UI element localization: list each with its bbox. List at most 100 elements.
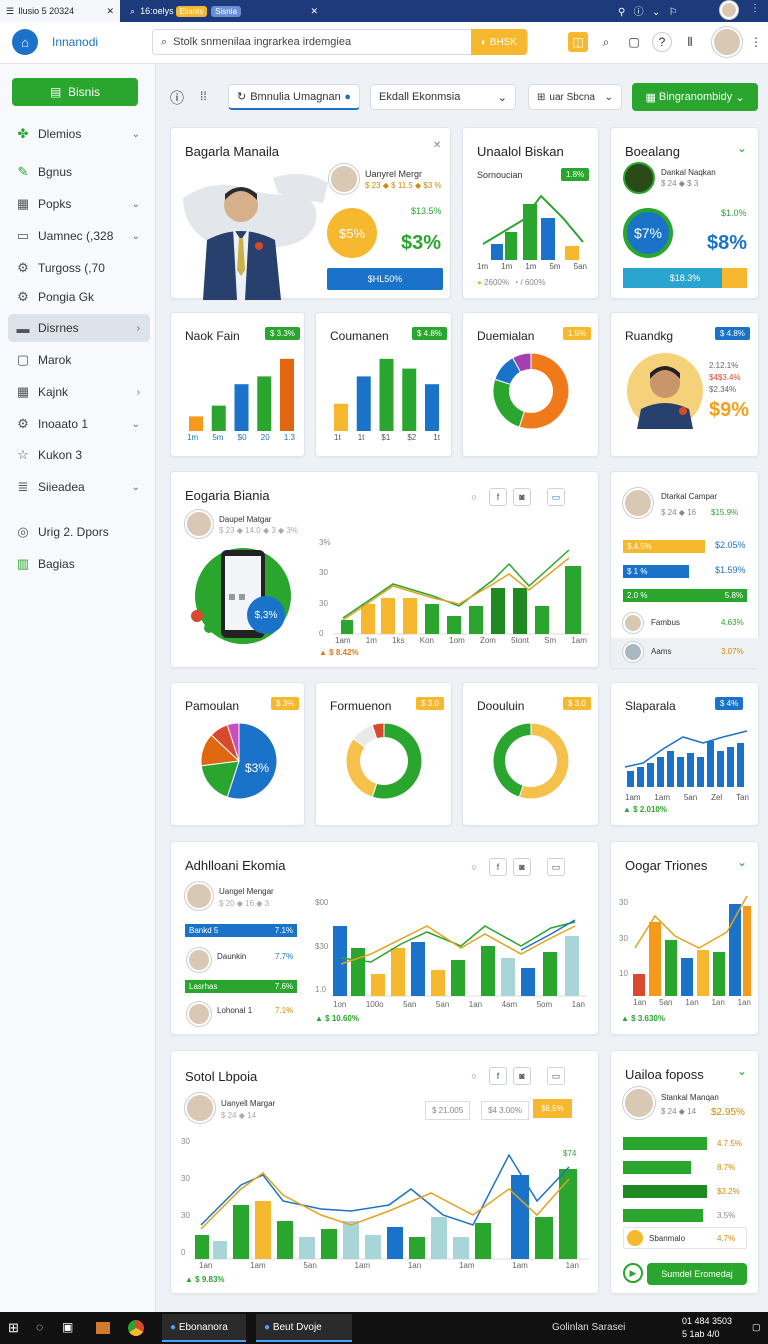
info-icon[interactable]: ⓘ: [633, 7, 644, 18]
camera-icon[interactable]: ◙: [513, 488, 531, 506]
bell-icon[interactable]: ⚐: [668, 7, 678, 18]
sidebar-item[interactable]: ▦ Popks ⌄: [8, 190, 150, 218]
search-icon[interactable]: ⌕: [602, 34, 610, 49]
folder-icon[interactable]: [96, 1322, 110, 1334]
camera-icon[interactable]: ◙: [513, 858, 531, 876]
browser-tab-active[interactable]: ⌕ 16:oelys Elisnts Sisnia ✕: [124, 0, 324, 22]
refresh-icon[interactable]: ○: [471, 1071, 477, 1081]
copy-icon[interactable]: ▭: [547, 858, 565, 876]
sidebar-item[interactable]: ☆ Kukon 3: [8, 441, 150, 469]
chevron-down-icon[interactable]: ⌄: [737, 855, 748, 869]
chevron-down-icon[interactable]: ⌄: [652, 7, 661, 18]
windows-start-icon[interactable]: ⊞: [8, 1320, 19, 1335]
submit-button[interactable]: Sumdel Eromedaj: [647, 1263, 747, 1285]
chevron-right-icon[interactable]: ›: [136, 322, 140, 334]
user-avatar[interactable]: [712, 27, 742, 57]
stat-chip[interactable]: $ 21.005: [425, 1101, 471, 1120]
sidebar-item[interactable]: ≣ Siieadea ⌄: [8, 473, 150, 501]
x-tick: 1an: [565, 1261, 579, 1270]
filter-button[interactable]: ⊞ uar Sbcna ⌄: [528, 84, 622, 110]
sidebar-item[interactable]: ▥ Bagias: [8, 550, 150, 578]
more-icon[interactable]: ⋮: [750, 35, 762, 49]
refresh-icon[interactable]: ○: [471, 492, 477, 502]
chevron-down-icon[interactable]: ⌄: [131, 128, 140, 140]
stat-chip[interactable]: $4 3.00%: [481, 1101, 529, 1120]
facebook-icon[interactable]: f: [489, 1067, 507, 1085]
sidebar-item-label: Pongia Gk: [38, 290, 95, 304]
card-title: Coumanen: [330, 329, 389, 343]
sidebar-item[interactable]: ✎ Bgnus: [8, 158, 150, 186]
chart-bar: [491, 244, 503, 260]
tab-chip[interactable]: Sisnia: [211, 5, 241, 17]
bar-value: $3.2%: [717, 1187, 740, 1196]
help-icon[interactable]: ?: [652, 32, 672, 52]
facebook-icon[interactable]: f: [489, 858, 507, 876]
action-button[interactable]: ▦ Bingranombidy ⌄: [632, 83, 758, 111]
chevron-down-icon[interactable]: ⌄: [131, 418, 140, 430]
sidebar-item[interactable]: ◎ Urig 2. Dpors: [8, 518, 150, 546]
chart-bar: [431, 970, 445, 996]
facebook-icon[interactable]: f: [489, 488, 507, 506]
sidebar-item[interactable]: ⚙ Turgoss (,70: [8, 254, 150, 282]
drag-handle-icon[interactable]: ⁞⁞: [200, 89, 207, 103]
category-select[interactable]: Ekdall Ekonmsia ⌄: [370, 84, 516, 110]
notification-icon[interactable]: ▢: [752, 1322, 761, 1332]
browser-tab[interactable]: ☰ Ilusio 5 20324 ✕: [0, 0, 120, 22]
chart-bar: [277, 1221, 293, 1259]
sidebar-item[interactable]: ✤ Dlemios ⌄: [8, 120, 150, 148]
taskbar-app[interactable]: ● Beut Dvoje: [256, 1314, 352, 1342]
home-icon[interactable]: ⌂: [12, 29, 38, 55]
list-row[interactable]: [623, 1227, 747, 1249]
card-title: Adhlloani Ekomia: [185, 858, 286, 873]
close-icon[interactable]: ✕: [310, 5, 318, 16]
chart-bar: [687, 753, 694, 787]
avatar[interactable]: [720, 1, 738, 19]
chevron-down-icon[interactable]: ⌄: [131, 481, 140, 493]
info-icon[interactable]: ⓘ: [170, 90, 184, 106]
chevron-down-icon[interactable]: ⌄: [737, 141, 748, 155]
sidebar-item[interactable]: ▢ Marok: [8, 346, 150, 374]
chart-bar: [211, 405, 226, 431]
camera-icon[interactable]: ◙: [513, 1067, 531, 1085]
notification-icon[interactable]: ◫: [568, 32, 588, 52]
tab-filter[interactable]: ↻ Bmnulia Umagnan ●: [228, 84, 360, 110]
chevron-right-icon[interactable]: ›: [136, 386, 140, 398]
play-icon[interactable]: ▶: [623, 1263, 643, 1283]
tab-chip[interactable]: Elisnts: [175, 5, 208, 17]
sidebar-item-label: Urig 2. Dpors: [38, 525, 109, 539]
businessman-illustration: [203, 187, 281, 300]
stat-big: $9%: [709, 399, 750, 421]
stat-chip-highlight[interactable]: $6.5%: [533, 1099, 572, 1118]
refresh-icon[interactable]: ○: [471, 862, 477, 872]
new-business-button[interactable]: ▤ Bisnis: [12, 78, 138, 106]
chevron-down-icon[interactable]: ⌄: [131, 198, 140, 210]
copy-icon[interactable]: ▭: [547, 1067, 565, 1085]
taskbar-app[interactable]: ● Ebonanora: [162, 1314, 246, 1342]
taskview-icon[interactable]: ▣: [62, 1320, 74, 1334]
sidebar-item[interactable]: ▬ Disrnes ›: [8, 314, 150, 342]
document-icon[interactable]: ▢: [628, 35, 640, 49]
close-icon[interactable]: ✕: [106, 5, 114, 16]
search-icon[interactable]: ◌: [36, 1320, 44, 1334]
more-icon[interactable]: ⋮: [750, 3, 760, 14]
card-title: Bagarla Manaila: [185, 144, 279, 159]
copy-icon[interactable]: ▭: [547, 488, 565, 506]
chevron-down-icon[interactable]: ⌄: [737, 1064, 748, 1078]
x-tick: 1an: [633, 998, 647, 1007]
sidebar-item[interactable]: ⚙ Pongia Gk: [8, 283, 150, 311]
menu-icon[interactable]: ☰: [6, 5, 15, 16]
chevron-down-icon[interactable]: ⌄: [131, 230, 140, 242]
search-button[interactable]: ◐ BHSK: [471, 29, 527, 55]
browser-icon[interactable]: [128, 1320, 144, 1336]
sidebar-item[interactable]: ▭ Uamnec (,328 ⌄: [8, 222, 150, 250]
calendar-icon: ▦: [16, 196, 30, 211]
y-tick: $30: [315, 941, 329, 951]
columns-icon[interactable]: ⫴: [687, 34, 693, 49]
pin-icon[interactable]: ⚲: [618, 7, 626, 18]
sidebar-item[interactable]: ▦ Kajnk ›: [8, 378, 150, 406]
close-icon[interactable]: ✕: [433, 140, 442, 151]
search-input[interactable]: ⌕ Stolk snmenilaa ingrarkea irdemgiea ◐ BH…: [152, 29, 528, 55]
bar-value: $2.05%: [715, 540, 746, 550]
sidebar-item-label: Dlemios: [38, 127, 82, 141]
sidebar-item[interactable]: ⚙ Inoaato 1 ⌄: [8, 410, 150, 438]
